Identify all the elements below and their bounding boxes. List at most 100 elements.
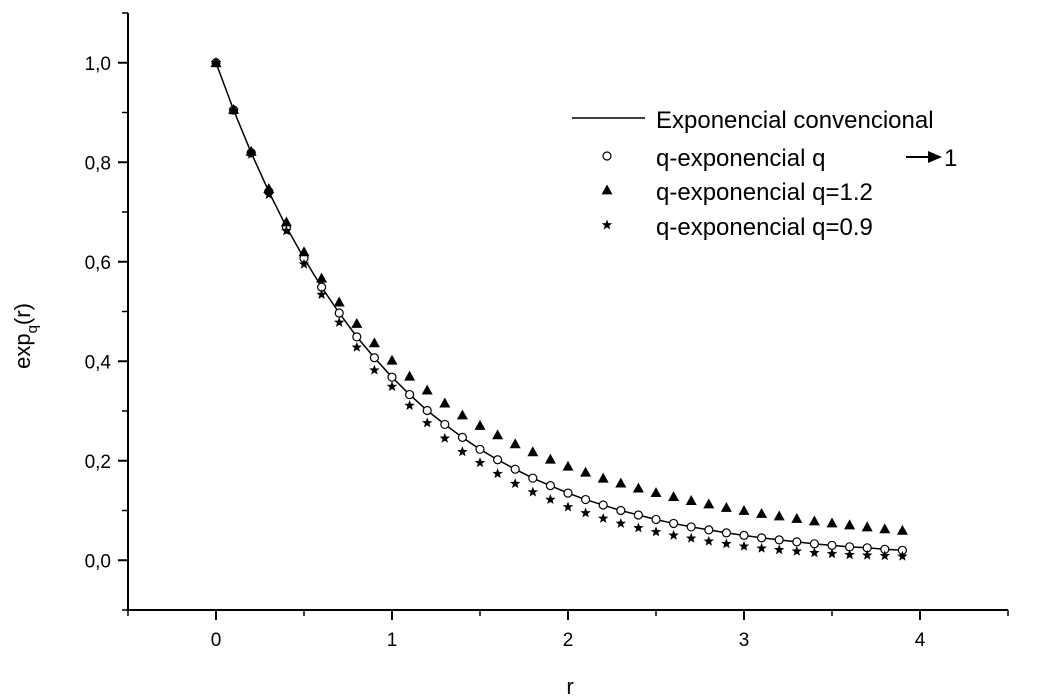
- x-tick-label-4: 4: [915, 630, 926, 651]
- data-point-s3-4: [281, 225, 292, 236]
- data-point-s2-15: [474, 419, 486, 430]
- data-point-s2-31: [756, 507, 768, 518]
- data-point-s3-25: [650, 526, 662, 537]
- data-point-s2-28: [703, 498, 715, 509]
- data-point-s3-38: [879, 550, 891, 561]
- x-tick-label-2: 2: [563, 630, 574, 651]
- data-point-s1-20: [563, 488, 573, 498]
- data-point-s1-12: [422, 405, 432, 416]
- x-tick-label-0: 0: [211, 630, 222, 651]
- data-point-s3-10: [386, 381, 398, 392]
- data-point-s2-35: [826, 517, 838, 528]
- data-point-s1-35: [827, 540, 837, 550]
- series-line-exponencial-convencional: [215, 62, 903, 552]
- data-point-s3-32: [773, 544, 785, 555]
- data-point-s2-26: [668, 491, 680, 501]
- data-point-s1-10: [387, 372, 397, 382]
- data-point-s1-31: [756, 533, 767, 543]
- data-point-s3-0: [210, 57, 222, 68]
- data-point-s3-18: [527, 486, 539, 497]
- data-point-s1-34: [809, 539, 820, 549]
- data-point-s3-14: [457, 446, 468, 457]
- data-point-s3-37: [861, 549, 873, 560]
- data-point-s3-5: [298, 258, 310, 269]
- data-point-s2-16: [492, 429, 504, 440]
- legend: Exponencial convencional q-exponencial q 1…: [572, 107, 957, 241]
- data-point-s2-13: [439, 397, 451, 408]
- data-point-s3-27: [685, 532, 697, 543]
- data-point-s1-21: [580, 494, 591, 505]
- legend-marker-3: [601, 219, 613, 230]
- data-point-s3-8: [351, 341, 363, 352]
- data-point-s2-5: [298, 246, 310, 257]
- marker-layer: [210, 57, 908, 561]
- data-point-s2-32: [773, 510, 785, 521]
- data-point-s2-18: [527, 446, 539, 457]
- data-point-s2-3: [263, 183, 275, 194]
- curve-layer: [215, 62, 903, 552]
- data-point-s3-1: [228, 105, 239, 115]
- y-tick-label-5: 1,0: [85, 54, 111, 75]
- data-point-s3-22: [597, 512, 609, 523]
- data-point-s3-30: [738, 540, 750, 551]
- data-point-s3-20: [562, 501, 574, 512]
- data-point-s2-11: [404, 370, 416, 381]
- data-point-s1-16: [493, 455, 503, 465]
- data-point-s2-34: [808, 515, 820, 526]
- data-point-s2-9: [368, 337, 380, 348]
- data-point-s1-19: [545, 481, 556, 491]
- data-point-s3-7: [333, 316, 345, 327]
- data-point-s3-17: [509, 478, 521, 489]
- y-axis-title: expq(r): [10, 303, 41, 369]
- data-point-s2-29: [720, 502, 732, 512]
- data-point-s3-11: [404, 400, 415, 410]
- y-axis-title-subscript: q: [24, 325, 41, 333]
- data-point-s3-3: [263, 189, 275, 200]
- x-tick-label-3: 3: [739, 630, 750, 651]
- data-point-s1-32: [774, 535, 784, 545]
- data-point-s1-15: [475, 444, 485, 454]
- data-point-s1-28: [704, 525, 714, 535]
- data-point-s2-22: [597, 472, 609, 483]
- data-point-s3-39: [897, 550, 908, 561]
- y-tick-label-3: 0,6: [85, 253, 111, 274]
- data-point-s1-29: [721, 528, 732, 538]
- data-point-s3-29: [721, 538, 732, 549]
- data-point-s2-7: [333, 296, 345, 307]
- data-point-s2-10: [386, 354, 398, 365]
- data-point-s3-15: [474, 457, 486, 468]
- data-point-s3-28: [703, 535, 715, 546]
- legend-marker-1: [602, 151, 612, 161]
- data-point-s3-33: [791, 545, 803, 556]
- data-point-s3-21: [580, 507, 591, 518]
- data-point-s2-17: [509, 438, 521, 449]
- data-point-s3-13: [439, 432, 451, 443]
- data-point-s3-23: [615, 517, 627, 528]
- y-tick-label-1: 0,2: [85, 452, 111, 473]
- data-point-s2-14: [456, 409, 468, 420]
- data-point-s3-35: [826, 548, 838, 559]
- data-point-s1-7: [334, 308, 344, 318]
- x-axis-title: r: [566, 674, 573, 696]
- data-point-s3-34: [809, 547, 820, 558]
- data-point-s2-24: [632, 482, 644, 493]
- data-point-s2-4: [280, 216, 292, 227]
- data-point-s2-39: [896, 524, 908, 535]
- data-point-s1-23: [616, 505, 626, 516]
- y-axis-title-argument: (r): [10, 303, 35, 325]
- data-point-s3-24: [633, 522, 644, 533]
- series-3-markers: [210, 57, 908, 561]
- data-point-s1-26: [668, 518, 679, 529]
- data-point-s3-36: [844, 549, 855, 560]
- data-point-s1-13: [440, 419, 450, 430]
- legend-label-2: q-exponencial q=1.2: [656, 179, 873, 206]
- data-point-s2-6: [316, 272, 328, 283]
- data-point-s1-25: [651, 514, 661, 525]
- legend-label-1: q-exponencial q: [656, 145, 825, 172]
- data-point-s1-17: [510, 464, 520, 474]
- data-point-s2-25: [650, 487, 662, 497]
- y-axis-title-base: exp: [10, 333, 35, 368]
- legend-label-3: q-exponencial q=0.9: [656, 214, 873, 241]
- data-point-s1-33: [792, 537, 802, 547]
